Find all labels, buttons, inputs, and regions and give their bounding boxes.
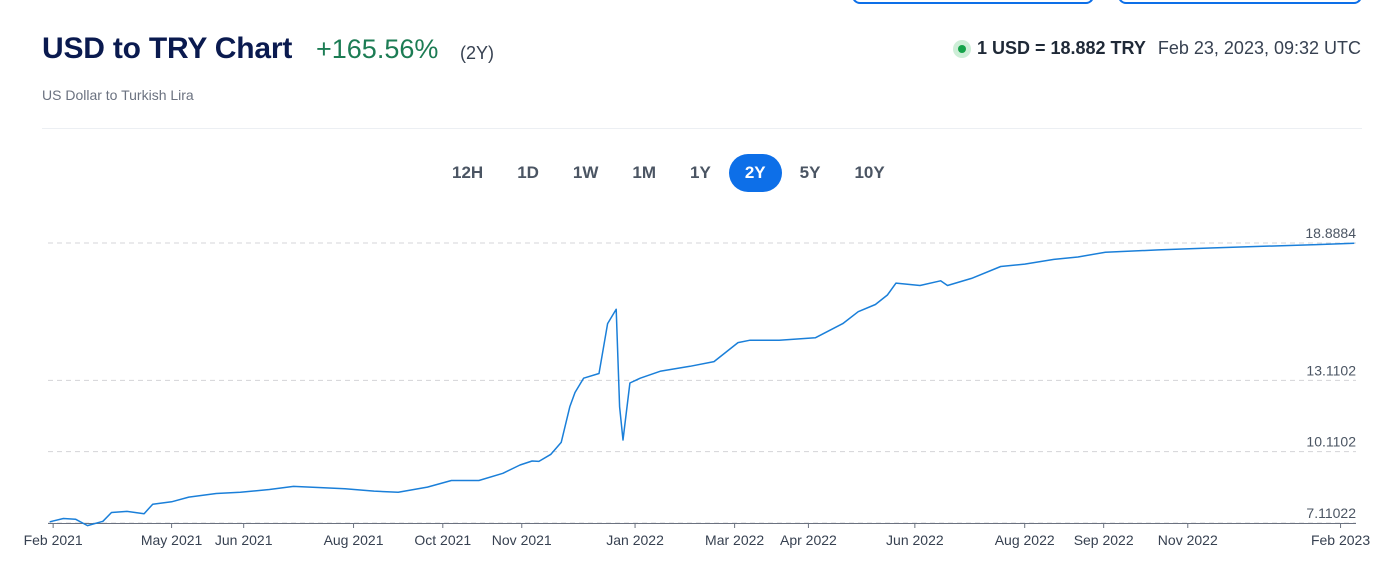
period-2y-button[interactable]: 2Y <box>728 154 782 192</box>
pair-subtitle: US Dollar to Turkish Lira <box>42 87 194 103</box>
live-indicator-icon <box>952 39 971 58</box>
x-tick-label: Feb 2023 <box>1311 532 1370 548</box>
x-tick-label: Nov 2021 <box>492 532 552 548</box>
period-1w-button[interactable]: 1W <box>572 163 599 182</box>
period-1m-button[interactable]: 1M <box>632 163 657 182</box>
y-tick-label: 7.11022 <box>1306 505 1356 521</box>
x-tick-label: Sep 2022 <box>1074 532 1134 548</box>
rate-value: 1 USD = 18.882 TRY <box>976 38 1146 58</box>
x-tick-label: Jan 2022 <box>606 532 664 548</box>
header-divider <box>42 128 1362 129</box>
usd-try-series-line <box>49 242 1355 527</box>
x-tick-label: Jun 2022 <box>886 532 944 548</box>
period-5y-button[interactable]: 5Y <box>799 163 821 182</box>
period-10y-button[interactable]: 10Y <box>854 163 885 182</box>
y-tick-label: 10.1102 <box>1306 434 1356 450</box>
x-tick-label: Jun 2021 <box>215 532 273 548</box>
x-tick-label: Oct 2021 <box>414 532 471 548</box>
period-selector: 12H 1D 1W 1M 1Y 2Y 5Y 10Y <box>436 154 903 192</box>
x-tick-label: Apr 2022 <box>780 532 837 548</box>
period-1d-button[interactable]: 1D <box>517 163 539 182</box>
x-tick-label: May 2021 <box>141 532 203 548</box>
percent-change: +165.56% <box>316 34 439 64</box>
chart-title: USD to TRY Chart <box>42 32 293 65</box>
x-tick-label: Mar 2022 <box>705 532 764 548</box>
live-rate: 1 USD = 18.882 TRY Feb 23, 2023, 09:32 U… <box>952 38 1361 59</box>
rate-timestamp: Feb 23, 2023, 09:32 UTC <box>1157 38 1361 58</box>
y-tick-label: 18.8884 <box>1305 225 1356 241</box>
change-period: (2Y) <box>460 43 495 63</box>
period-12h-button[interactable]: 12H <box>452 163 484 182</box>
x-tick-label: Aug 2021 <box>324 532 384 548</box>
period-1y-button[interactable]: 1Y <box>690 163 711 182</box>
x-tick-label: Nov 2022 <box>1158 532 1218 548</box>
x-tick-label: Feb 2021 <box>24 532 83 548</box>
x-tick-label: Aug 2022 <box>995 532 1055 548</box>
y-tick-label: 13.1102 <box>1306 362 1356 378</box>
